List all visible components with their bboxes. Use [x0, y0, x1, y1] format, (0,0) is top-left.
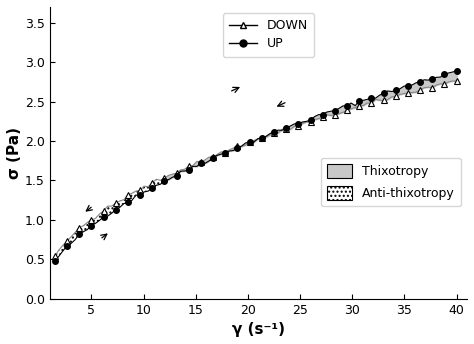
Y-axis label: σ (Pa): σ (Pa): [7, 127, 22, 179]
X-axis label: γ (s⁻¹): γ (s⁻¹): [232, 322, 285, 337]
Legend: Thixotropy, Anti-thixotropy: Thixotropy, Anti-thixotropy: [320, 158, 461, 206]
